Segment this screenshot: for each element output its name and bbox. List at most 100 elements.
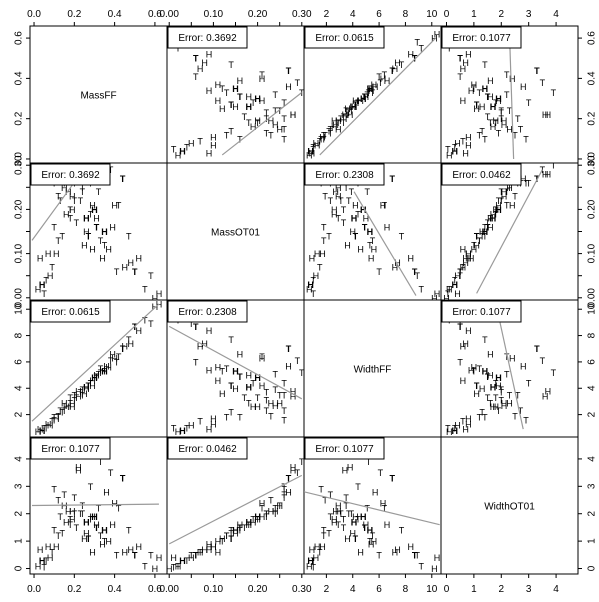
data-point: T (341, 218, 347, 228)
data-point: H (462, 148, 469, 158)
data-point: T (515, 114, 521, 124)
data-point: T (499, 106, 505, 116)
data-point: H (197, 342, 204, 352)
data-point: T (349, 509, 355, 519)
tick-label: 0.00 (587, 288, 598, 308)
data-point: T (78, 388, 84, 398)
data-point: T (321, 236, 327, 246)
data-point: T (68, 515, 74, 525)
data-point: T (193, 72, 199, 82)
data-point: T (445, 144, 451, 154)
data-point: T (370, 531, 376, 541)
data-point: H (259, 353, 266, 363)
data-point: H (331, 205, 338, 215)
data-point: H (332, 120, 339, 130)
data-point: H (259, 498, 266, 508)
data-point: H (495, 373, 502, 383)
data-point: H (232, 528, 239, 538)
fit-line (508, 34, 515, 159)
data-point: T (474, 231, 480, 241)
data-point: H (479, 384, 486, 394)
data-point: T (224, 130, 230, 140)
data-point: T (310, 144, 316, 154)
data-point: T (72, 509, 78, 519)
data-point: H (314, 542, 321, 552)
data-point: T (479, 126, 485, 136)
data-point: T (171, 423, 177, 433)
data-point: H (109, 350, 116, 360)
data-point: H (501, 401, 508, 411)
data-point: T (43, 423, 49, 433)
tick-label: 0.4 (14, 71, 25, 85)
data-point: H (460, 376, 467, 386)
data-point: H (506, 183, 513, 193)
data-point: T (242, 523, 248, 533)
data-point: T (228, 126, 234, 136)
data-point: T (355, 98, 361, 108)
data-point: H (47, 271, 54, 281)
data-point: T (343, 501, 349, 511)
data-point: H (363, 92, 370, 102)
data-point: H (501, 187, 508, 197)
data-point: T (219, 84, 225, 94)
data-point: T (43, 276, 49, 286)
data-point: T (551, 368, 557, 378)
data-point: H (509, 200, 516, 210)
panel-frame (440, 436, 579, 575)
data-point: T (55, 236, 61, 246)
data-point: H (352, 512, 359, 522)
tick-label: 0 (444, 9, 450, 20)
data-point: T (321, 130, 327, 140)
data-point: H (37, 545, 44, 555)
data-point: T (273, 90, 279, 100)
data-point: T (189, 550, 195, 560)
data-point: T (259, 504, 265, 514)
data-point: T (281, 124, 287, 134)
data-point: H (384, 76, 391, 86)
data-point: H (156, 553, 163, 563)
data-point: H (121, 548, 128, 558)
data-point: H (460, 64, 467, 74)
data-point: T (322, 192, 328, 202)
data-point: T (471, 84, 477, 94)
data-point: H (462, 258, 469, 268)
data-point: T (370, 88, 376, 98)
data-point: T (259, 70, 265, 80)
error-label: Error: 0.1077 (41, 444, 100, 455)
data-point: H (206, 425, 213, 435)
data-point: T (310, 289, 316, 299)
data-point: H (89, 200, 96, 210)
data-point: T (94, 372, 100, 382)
data-point: T (317, 548, 323, 558)
data-point: T (193, 322, 199, 332)
data-point: H (434, 30, 441, 40)
data-point: T (477, 413, 483, 423)
data-point: T (281, 415, 287, 425)
error-box (167, 300, 248, 323)
data-point: T (364, 504, 370, 514)
error-box (30, 437, 111, 460)
data-point: H (91, 512, 98, 522)
data-point: H (246, 382, 253, 392)
data-point: T (507, 390, 513, 400)
error-label: Error: 0.3692 (41, 170, 100, 181)
error-label: Error: 0.3692 (178, 33, 237, 44)
data-point: H (206, 326, 213, 336)
data-point: T (88, 209, 94, 219)
data-point: H (368, 254, 375, 264)
data-point: H (250, 122, 257, 132)
data-point: T (281, 98, 287, 108)
error-label: Error: 0.2308 (315, 170, 374, 181)
data-point: T (364, 90, 370, 100)
data-point: H (246, 102, 253, 112)
data-point: T (321, 526, 327, 536)
data-point: T (485, 112, 491, 122)
data-point: T (355, 515, 361, 525)
data-point: T (338, 114, 344, 124)
data-point: H (39, 556, 46, 566)
tick-label: 0.20 (248, 9, 268, 20)
tick-label: 0.20 (14, 199, 25, 219)
data-point: T (189, 319, 195, 329)
data-point: H (368, 539, 375, 549)
error-label: Error: 0.0462 (178, 444, 237, 455)
